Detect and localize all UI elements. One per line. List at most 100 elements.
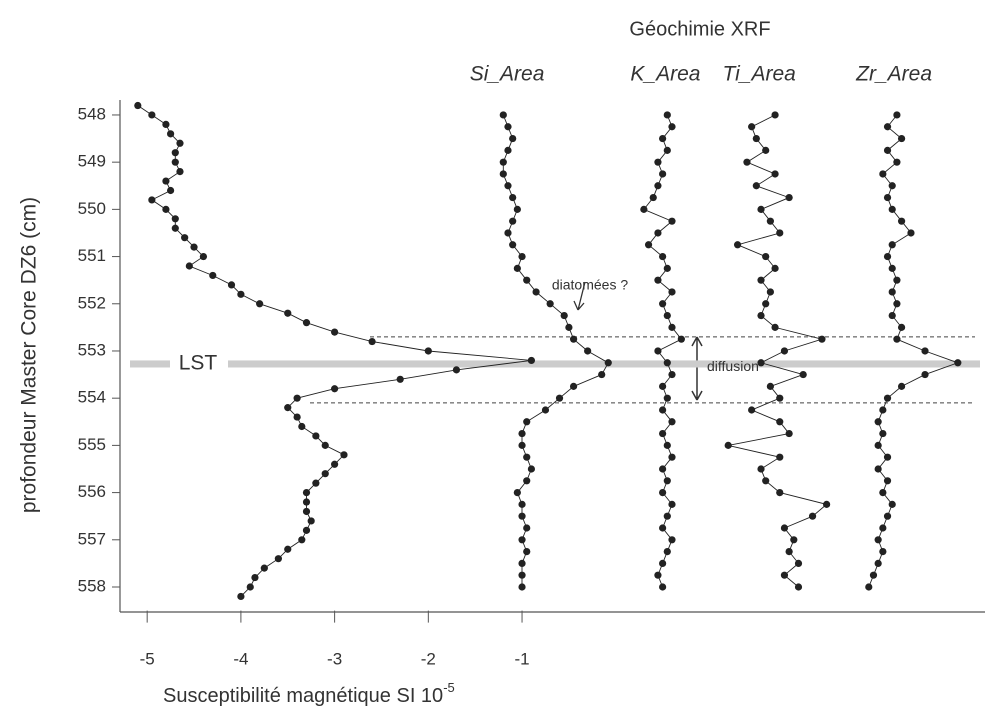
data-point	[396, 375, 404, 383]
data-point	[752, 134, 760, 143]
data-point	[794, 559, 803, 567]
data-point	[659, 488, 667, 497]
y-tick-label: 551	[78, 246, 106, 265]
data-point	[663, 146, 671, 154]
data-point	[879, 170, 887, 178]
data-point	[293, 394, 301, 402]
data-point	[663, 111, 671, 119]
data-point	[509, 241, 517, 249]
data-point	[907, 229, 915, 237]
data-point	[331, 328, 339, 336]
data-point	[893, 300, 901, 308]
data-point	[766, 382, 774, 390]
data-point	[167, 186, 175, 195]
data-point	[766, 217, 774, 225]
data-point	[752, 182, 760, 190]
data-point	[897, 217, 906, 225]
data-point	[237, 290, 245, 298]
data-point	[176, 139, 184, 147]
data-point	[293, 413, 301, 421]
data-point	[888, 288, 896, 296]
data-point	[757, 311, 765, 320]
data-point	[776, 418, 784, 426]
data-point	[785, 547, 793, 556]
data-point	[865, 583, 873, 591]
data-point	[659, 524, 667, 532]
data-point	[284, 545, 292, 553]
data-point	[663, 477, 671, 485]
data-point	[879, 406, 887, 414]
data-point	[302, 507, 311, 516]
data-point	[654, 276, 662, 284]
data-point	[748, 123, 756, 131]
data-point	[780, 524, 789, 532]
data-point	[598, 370, 606, 379]
data-point	[167, 130, 175, 138]
data-point	[546, 300, 554, 308]
data-point	[888, 264, 896, 272]
data-point	[644, 241, 653, 249]
data-point	[883, 453, 892, 461]
data-point	[808, 512, 817, 520]
data-point	[883, 394, 892, 402]
data-point	[499, 158, 507, 166]
lst-band	[228, 360, 980, 368]
data-point	[518, 500, 526, 508]
data-point	[874, 559, 882, 567]
data-point	[663, 512, 671, 520]
annotation: diatomées ?	[552, 277, 628, 293]
data-point	[893, 276, 901, 284]
data-point	[560, 311, 568, 320]
data-point	[284, 404, 292, 412]
data-point	[302, 319, 311, 327]
data-point	[185, 262, 193, 270]
data-point	[659, 429, 667, 438]
chart-title: Géochimie XRF	[629, 18, 770, 40]
data-point	[584, 347, 592, 355]
data-point	[893, 111, 901, 119]
x-axis-label-exponent: -5	[443, 680, 455, 695]
data-point	[668, 123, 676, 131]
data-point	[284, 309, 292, 317]
data-point	[748, 406, 756, 414]
x-axis-label-text: Susceptibilité magnétique SI 10	[163, 685, 443, 707]
data-point	[509, 134, 517, 143]
data-point	[790, 536, 798, 544]
data-point	[879, 429, 887, 438]
data-point	[523, 453, 531, 461]
lst-label: LST	[179, 352, 218, 375]
data-point	[604, 359, 612, 367]
data-point	[523, 418, 531, 426]
data-point	[523, 547, 531, 556]
data-point	[565, 323, 573, 331]
data-point	[518, 536, 526, 544]
data-point	[227, 281, 236, 289]
data-point	[509, 193, 517, 202]
series-label: Zr_Area	[855, 63, 932, 86]
data-point	[766, 288, 774, 296]
y-tick-label: 553	[78, 340, 106, 359]
data-point	[771, 111, 779, 119]
data-point	[321, 441, 329, 449]
data-point	[302, 498, 311, 506]
y-tick-label: 554	[78, 388, 106, 407]
data-point	[659, 300, 667, 308]
data-point	[757, 465, 765, 473]
data-point	[663, 311, 671, 320]
data-point	[663, 394, 671, 402]
data-point	[659, 559, 667, 567]
data-point	[879, 524, 887, 532]
data-point	[134, 101, 142, 110]
data-point	[663, 547, 671, 556]
data-point	[321, 470, 329, 478]
data-point	[504, 146, 512, 154]
data-point	[162, 205, 170, 213]
data-point	[518, 571, 526, 579]
data-point	[190, 243, 198, 251]
data-point	[659, 252, 667, 261]
data-point	[654, 347, 662, 355]
data-point	[523, 276, 531, 284]
data-point	[518, 583, 526, 591]
data-point	[452, 366, 461, 374]
data-point	[668, 217, 676, 225]
